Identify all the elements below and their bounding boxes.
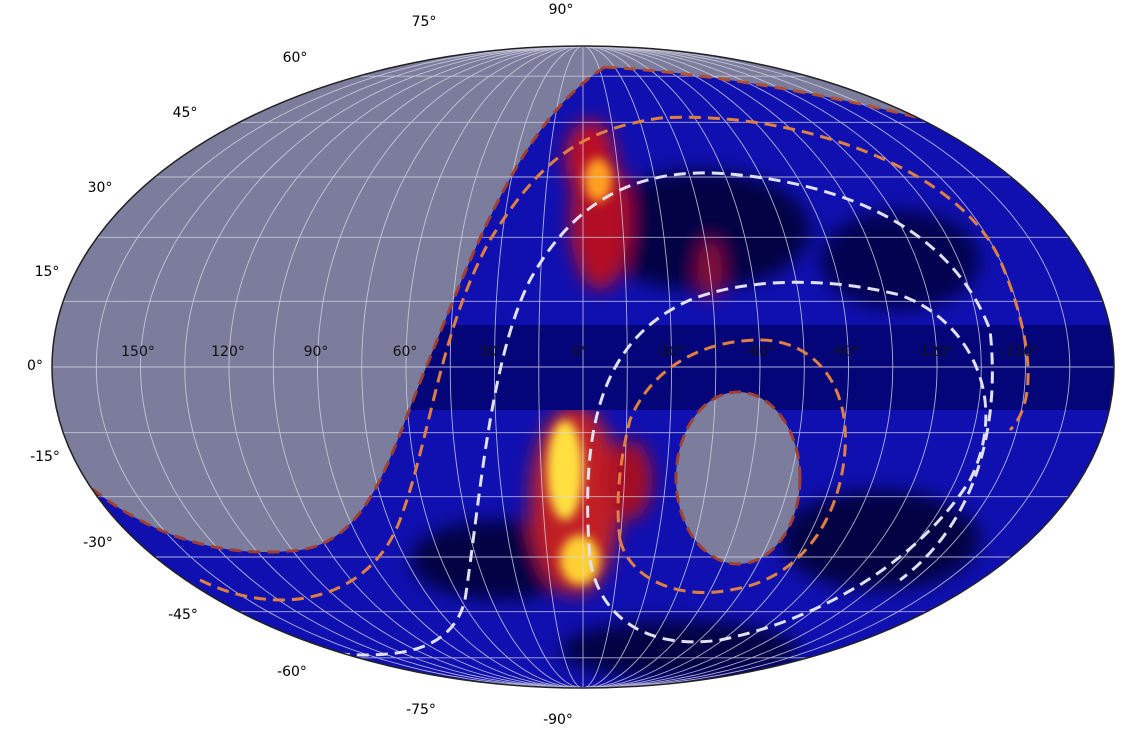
- graticule-line: [361, 46, 584, 688]
- latitude-label: -45°: [168, 607, 198, 623]
- graticule-line: [405, 46, 584, 688]
- graticule-line: [582, 46, 1071, 688]
- longitude-label: -30°: [655, 344, 685, 360]
- graticule-line: [582, 46, 761, 688]
- latitude-label: 0°: [27, 358, 43, 374]
- latitude-label: -90°: [543, 712, 573, 728]
- graticule-line: [228, 46, 584, 688]
- latitude-label: 60°: [283, 50, 308, 66]
- longitude-label: 30°: [480, 344, 505, 360]
- latitude-label: -75°: [406, 702, 436, 718]
- latitude-label: 30°: [88, 180, 113, 196]
- longitude-label: 120°: [211, 344, 245, 360]
- longitude-label: 150°: [121, 344, 155, 360]
- latitude-label: -60°: [277, 664, 307, 680]
- graticule-line: [582, 46, 1026, 688]
- graticule-line: [184, 46, 584, 688]
- graticule-line: [494, 46, 584, 688]
- longitude-labels: 150° 120° 90° 60° 30° 0° -30° -60° -90° …: [121, 344, 1039, 360]
- graticule-line: [582, 46, 628, 688]
- latitude-label: -30°: [83, 535, 113, 551]
- graticule-line: [582, 46, 717, 688]
- graticule-line: [317, 46, 584, 688]
- graticule-line: [449, 46, 584, 688]
- latitude-label: 45°: [173, 105, 198, 121]
- latitude-labels: 90° 75° 60° 45° 30° 15° 0° -15° -30° -45…: [27, 2, 573, 728]
- graticule-line: [140, 46, 584, 688]
- longitude-label: 0°: [572, 344, 588, 360]
- latitude-label: 90°: [549, 2, 574, 18]
- longitude-label: 90°: [304, 344, 329, 360]
- graticule-line: [272, 46, 584, 688]
- graticule-line: [538, 46, 584, 688]
- latitude-label: 75°: [412, 14, 437, 30]
- graticule-line: [582, 46, 805, 688]
- longitude-label: -90°: [830, 344, 860, 360]
- longitude-label: -150°: [1001, 344, 1040, 360]
- longitude-label: -60°: [745, 344, 775, 360]
- graticule-line: [582, 46, 894, 688]
- longitude-label: -120°: [916, 344, 955, 360]
- longitude-label: 60°: [393, 344, 418, 360]
- latitude-label: 15°: [35, 264, 60, 280]
- latitude-label: -15°: [30, 449, 60, 465]
- graticule-line: [582, 46, 982, 688]
- graticule-line: [95, 46, 584, 688]
